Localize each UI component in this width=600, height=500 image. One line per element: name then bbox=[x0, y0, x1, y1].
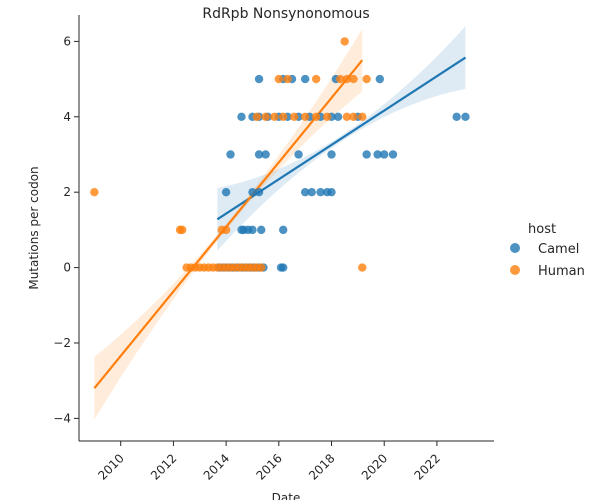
y-tick-label: −2 bbox=[53, 336, 71, 350]
data-point-human bbox=[322, 112, 332, 121]
data-point-human bbox=[289, 112, 299, 121]
data-point-human bbox=[311, 112, 321, 121]
data-point-camel bbox=[452, 112, 461, 121]
data-point-human bbox=[221, 225, 231, 235]
x-tick-label: 2012 bbox=[148, 451, 179, 482]
data-point-human bbox=[362, 74, 371, 84]
data-point-human bbox=[274, 74, 284, 84]
data-point-camel bbox=[248, 225, 257, 235]
data-point-human bbox=[279, 112, 288, 121]
data-point-camel bbox=[226, 150, 235, 159]
regression-line-human bbox=[93, 59, 364, 389]
regression-lines bbox=[93, 56, 467, 389]
y-axis-ticks: −4 −2 0 2 4 6 bbox=[53, 34, 79, 425]
legend-marker-camel bbox=[510, 243, 520, 253]
y-tick-label: 4 bbox=[63, 110, 71, 124]
data-point-camel bbox=[362, 150, 371, 159]
legend: host Camel Human bbox=[510, 222, 585, 279]
x-axis-label: Date bbox=[272, 491, 301, 500]
data-point-human bbox=[358, 112, 367, 121]
data-point-camel bbox=[300, 74, 310, 84]
data-points bbox=[90, 37, 470, 272]
data-point-human bbox=[349, 74, 358, 84]
data-point-human bbox=[300, 112, 310, 121]
data-point-human bbox=[342, 112, 352, 121]
data-point-camel bbox=[388, 150, 398, 159]
data-point-human bbox=[178, 225, 187, 235]
data-point-human bbox=[90, 187, 99, 197]
data-point-human bbox=[349, 112, 358, 121]
data-point-human bbox=[342, 74, 352, 84]
data-point-camel bbox=[254, 187, 264, 197]
legend-title: host bbox=[528, 222, 556, 237]
x-tick-label: 2010 bbox=[95, 451, 126, 482]
data-point-camel bbox=[294, 150, 303, 159]
y-tick-label: 2 bbox=[63, 185, 71, 199]
confidence-bands bbox=[94, 26, 466, 420]
data-point-camel bbox=[254, 74, 264, 84]
data-point-human bbox=[283, 74, 292, 84]
x-tick-label: 2014 bbox=[201, 451, 232, 482]
data-point-camel bbox=[261, 150, 270, 159]
legend-marker-human bbox=[510, 265, 520, 275]
data-point-camel bbox=[300, 187, 310, 197]
data-point-human bbox=[270, 112, 279, 121]
data-point-camel bbox=[375, 74, 385, 84]
data-point-camel bbox=[327, 150, 336, 159]
data-point-human bbox=[252, 112, 262, 121]
data-point-camel bbox=[333, 112, 343, 121]
chart-title: RdRpb Nonsynonomous bbox=[202, 6, 369, 22]
data-point-human bbox=[261, 112, 270, 121]
x-tick-label: 2018 bbox=[306, 451, 337, 482]
data-point-camel bbox=[221, 187, 231, 197]
data-point-camel bbox=[279, 263, 288, 272]
y-tick-label: 0 bbox=[63, 261, 71, 275]
data-point-camel bbox=[373, 150, 382, 159]
data-point-camel bbox=[237, 112, 246, 121]
legend-entry-human: Human bbox=[538, 264, 585, 279]
y-tick-label: 6 bbox=[63, 34, 71, 48]
data-point-camel bbox=[279, 225, 288, 235]
y-tick-label: −4 bbox=[53, 411, 71, 425]
x-tick-label: 2022 bbox=[412, 451, 443, 482]
x-tick-label: 2016 bbox=[253, 451, 284, 482]
data-point-human bbox=[257, 263, 266, 272]
data-point-camel bbox=[239, 225, 248, 235]
y-axis-label: Mutations per codon bbox=[27, 166, 41, 289]
data-point-camel bbox=[307, 187, 316, 197]
data-point-camel bbox=[254, 150, 264, 159]
data-point-human bbox=[358, 263, 367, 272]
x-axis-ticks: 2010 2012 2014 2016 2018 2020 2022 bbox=[95, 441, 443, 483]
legend-entry-camel: Camel bbox=[538, 242, 579, 257]
x-tick-label: 2020 bbox=[359, 451, 390, 482]
data-point-camel bbox=[257, 225, 266, 235]
data-point-human bbox=[336, 74, 345, 84]
data-point-human bbox=[311, 74, 321, 84]
data-point-camel bbox=[248, 187, 257, 197]
data-point-camel bbox=[316, 187, 325, 197]
data-point-camel bbox=[461, 112, 470, 121]
data-point-camel bbox=[380, 150, 389, 159]
data-point-human bbox=[340, 37, 349, 46]
data-point-camel bbox=[327, 187, 336, 197]
